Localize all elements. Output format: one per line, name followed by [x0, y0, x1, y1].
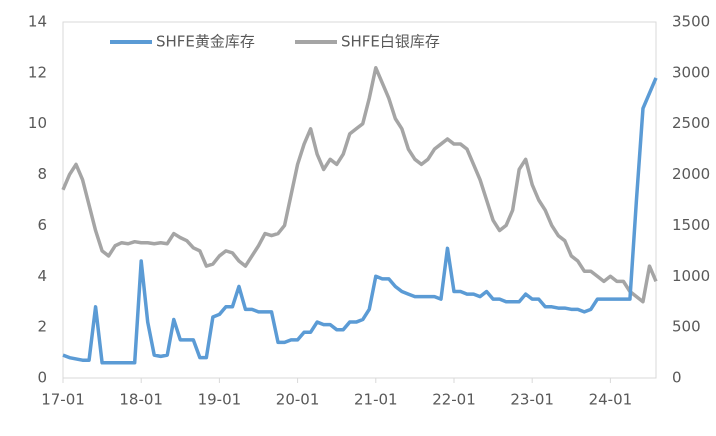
- y-tick-label: 8: [37, 165, 47, 183]
- x-tick-label: 24-01: [589, 391, 633, 409]
- legend-label: SHFE白银库存: [341, 33, 440, 51]
- y-tick-label: 14: [28, 13, 47, 31]
- y-tick-label: 4: [37, 267, 47, 285]
- y2-tick-label: 3000: [672, 63, 710, 81]
- series-line: [61, 66, 658, 304]
- x-tick-label: 17-01: [41, 391, 85, 409]
- plot-border: [62, 21, 657, 379]
- y-tick-label: 2: [37, 318, 47, 336]
- y-tick-label: 6: [37, 216, 47, 234]
- y-tick-label: 12: [28, 63, 47, 81]
- y2-tick-label: 3500: [672, 13, 710, 31]
- x-tick-label: 21-01: [354, 391, 398, 409]
- y2-tick-label: 1000: [672, 267, 710, 285]
- y2-tick-label: 1500: [672, 216, 710, 234]
- y2-tick-label: 500: [672, 318, 701, 336]
- x-tick-label: 23-01: [510, 391, 554, 409]
- x-tick-label: 22-01: [432, 391, 476, 409]
- series-line: [62, 77, 658, 365]
- y2-tick-label: 2500: [672, 114, 710, 132]
- x-tick-label: 18-01: [119, 391, 163, 409]
- x-tick-label: 19-01: [198, 391, 242, 409]
- x-tick-label: 20-01: [276, 391, 320, 409]
- y2-tick-label: 2000: [672, 165, 710, 183]
- legend-label: SHFE黄金库存: [156, 33, 255, 51]
- y-tick-label: 10: [28, 114, 47, 132]
- y-tick-label: 0: [37, 369, 47, 387]
- y2-tick-label: 0: [672, 369, 682, 387]
